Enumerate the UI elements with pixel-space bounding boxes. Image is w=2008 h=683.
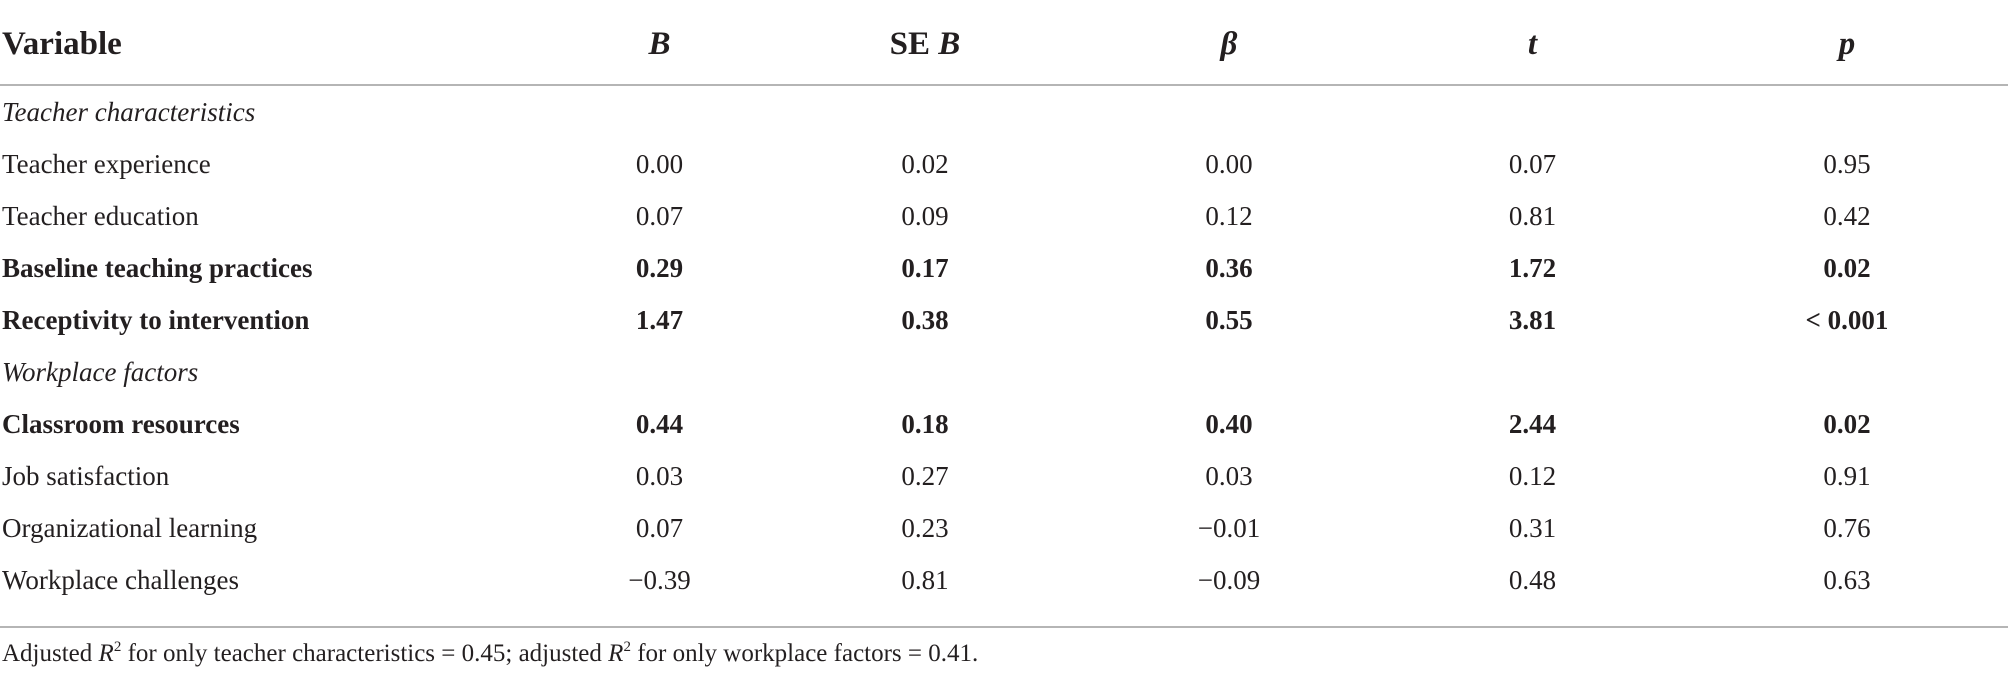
header-p-label: p	[1838, 25, 1856, 62]
cell-t: 0.07	[1508, 148, 1557, 179]
table-row: Organizational learning 0.07 0.23 −0.01 0.31…	[0, 502, 2008, 554]
variable-label: Baseline teaching practices	[2, 252, 313, 283]
cell-p: 0.02	[1823, 408, 1871, 439]
cell-b: 0.44	[635, 408, 684, 439]
header-se-prefix: SE	[889, 25, 939, 62]
table-row: Receptivity to intervention 1.47 0.38 0.55 3…	[0, 294, 2008, 346]
cell-b: 0.07	[635, 200, 684, 231]
cell-beta: −0.01	[1197, 512, 1261, 543]
cell-t: 0.48	[1508, 564, 1557, 595]
regression-table: Variable B SE B β t p Teacher characteri…	[0, 14, 2008, 606]
variable-label: Teacher education	[2, 200, 199, 231]
footnote-text-2: for only teacher characteristics = 0.45;…	[121, 640, 609, 667]
cell-t: 2.44	[1508, 408, 1557, 439]
cell-p: 0.95	[1823, 148, 1871, 179]
header-variable: Variable	[0, 14, 548, 86]
variable-label: Organizational learning	[2, 512, 258, 543]
variable-label: Classroom resources	[2, 408, 240, 439]
header-beta: β	[1079, 14, 1379, 86]
cell-se: 0.09	[901, 200, 949, 231]
section-row: Teacher characteristics	[0, 85, 2008, 138]
cell-p: 0.76	[1823, 512, 1871, 543]
cell-b: 0.03	[635, 460, 684, 491]
footnote-text-1: Adjusted	[2, 640, 99, 667]
cell-se: 0.27	[901, 460, 949, 491]
cell-b: 0.00	[635, 148, 684, 179]
variable-label: Job satisfaction	[2, 460, 170, 491]
table-footnote: Adjusted R2 for only teacher characteris…	[2, 640, 978, 668]
header-b: B	[548, 14, 771, 86]
cell-t: 0.12	[1508, 460, 1557, 491]
section-row: Workplace factors	[0, 346, 2008, 398]
cell-se: 0.23	[901, 512, 949, 543]
table-row: Classroom resources 0.44 0.18 0.40 2.44 0.02	[0, 398, 2008, 450]
header-se-b-label: B	[938, 25, 961, 62]
cell-p: 0.02	[1823, 252, 1871, 283]
table-header-row: Variable B SE B β t p	[0, 14, 2008, 86]
cell-se: 0.38	[901, 304, 949, 335]
header-b-label: B	[648, 25, 671, 62]
cell-t: 0.81	[1508, 200, 1557, 231]
cell-b: 1.47	[635, 304, 684, 335]
cell-p: 0.42	[1823, 200, 1871, 231]
cell-beta: 0.36	[1205, 252, 1253, 283]
cell-b: 0.29	[635, 252, 684, 283]
cell-beta: 0.40	[1205, 408, 1253, 439]
cell-t: 0.31	[1508, 512, 1557, 543]
cell-beta: 0.55	[1205, 304, 1253, 335]
footnote-sup-1: 2	[113, 639, 122, 655]
variable-label: Receptivity to intervention	[2, 304, 310, 335]
table-row: Workplace challenges −0.39 0.81 −0.09 0.48 0.…	[0, 554, 2008, 606]
header-t-label: t	[1527, 25, 1538, 62]
section-label: Workplace factors	[2, 356, 199, 387]
cell-beta: 0.12	[1205, 200, 1253, 231]
footnote-r-2: R	[608, 640, 624, 667]
footnote-r-1: R	[98, 640, 114, 667]
table-row: Baseline teaching practices 0.29 0.17 0.36 1…	[0, 242, 2008, 294]
header-beta-label: β	[1220, 25, 1238, 62]
footnote-text-3: for only workplace factors = 0.41.	[630, 640, 979, 667]
cell-b: 0.07	[635, 512, 684, 543]
cell-se: 0.02	[901, 148, 949, 179]
header-t: t	[1379, 14, 1686, 86]
footnote-divider	[0, 626, 2008, 628]
header-se-b: SE B	[771, 14, 1079, 86]
cell-p: 0.91	[1823, 460, 1871, 491]
cell-beta: 0.03	[1205, 460, 1253, 491]
cell-t: 1.72	[1508, 252, 1557, 283]
cell-p: 0.63	[1823, 564, 1871, 595]
cell-se: 0.18	[901, 408, 949, 439]
cell-t: 3.81	[1508, 304, 1557, 335]
variable-label: Teacher experience	[2, 148, 211, 179]
variable-label: Workplace challenges	[2, 564, 239, 595]
footnote-sup-2: 2	[623, 639, 631, 655]
cell-se: 0.17	[901, 252, 949, 283]
table-row: Teacher experience 0.00 0.02 0.00 0.07 0.95	[0, 138, 2008, 190]
table-row: Teacher education 0.07 0.09 0.12 0.81 0.42	[0, 190, 2008, 242]
cell-p: < 0.001	[1805, 304, 1889, 335]
cell-se: 0.81	[901, 564, 949, 595]
table-row: Job satisfaction 0.03 0.27 0.03 0.12 0.91	[0, 450, 2008, 502]
cell-b: −0.39	[628, 564, 691, 595]
cell-beta: −0.09	[1197, 564, 1261, 595]
section-label: Teacher characteristics	[2, 96, 256, 127]
header-p: p	[1686, 14, 2008, 86]
cell-beta: 0.00	[1205, 148, 1253, 179]
table-body: Teacher characteristics Teacher experienc…	[0, 85, 2008, 606]
